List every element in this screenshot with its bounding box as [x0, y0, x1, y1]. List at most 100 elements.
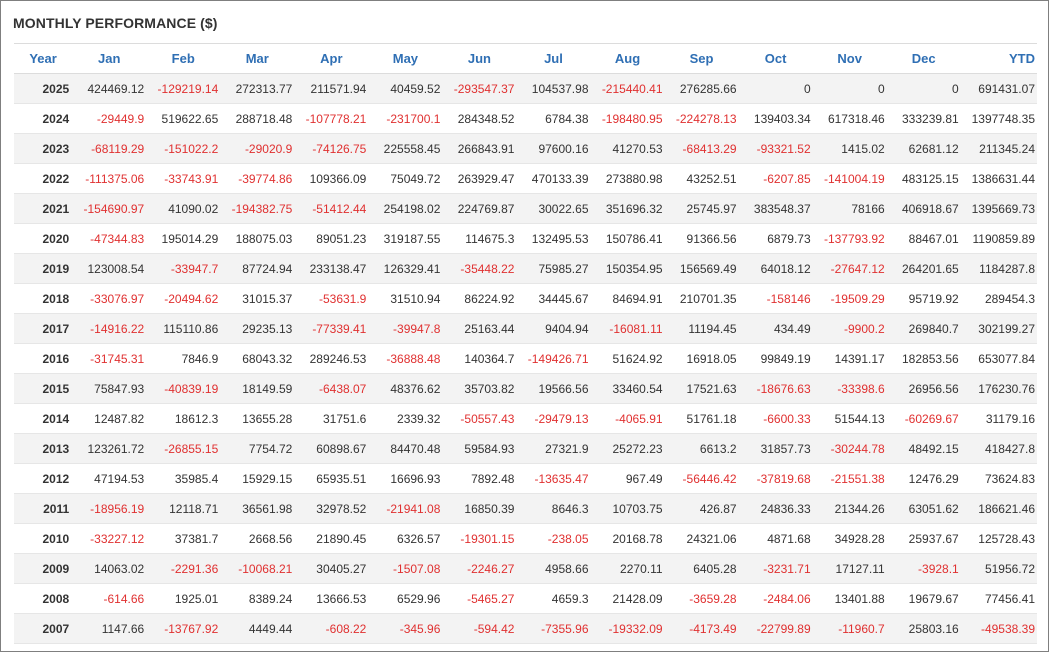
value-cell: -4173.49 [664, 613, 739, 644]
value-cell: -39774.86 [220, 163, 295, 194]
year-cell: 2008 [14, 583, 73, 614]
year-cell: 2019 [14, 253, 73, 284]
column-header-sep[interactable]: Sep [664, 43, 739, 74]
value-cell: 284348.52 [442, 103, 517, 134]
value-cell: -608.22 [294, 613, 369, 644]
value-cell: 266843.91 [442, 133, 517, 164]
value-cell: -19509.29 [812, 283, 887, 314]
value-cell: 1386631.44 [960, 163, 1037, 194]
value-cell: 426.87 [664, 493, 739, 524]
column-header-apr[interactable]: Apr [294, 43, 369, 74]
value-cell: 0 [738, 73, 813, 104]
value-cell: 139403.34 [738, 103, 813, 134]
table-row: 2016 -31745.31 7846.9 68043.32 289246.53 -368… [14, 343, 1037, 374]
value-cell: -35448.22 [442, 253, 517, 284]
value-cell: -3231.71 [738, 553, 813, 584]
value-cell: 31510.94 [368, 283, 443, 314]
value-cell: 48376.62 [368, 373, 443, 404]
year-cell: 2022 [14, 163, 73, 194]
value-cell: -345.96 [368, 613, 443, 644]
value-cell: -151022.2 [146, 133, 221, 164]
value-cell: -141004.19 [812, 163, 887, 194]
value-cell: 27321.9 [516, 433, 591, 464]
table-row: 2008 -614.66 1925.01 8389.24 13666.53 6529.96… [14, 583, 1037, 614]
value-cell: 12487.82 [72, 403, 147, 434]
table-row: 2014 12487.82 18612.3 13655.28 31751.6 2339.3… [14, 403, 1037, 434]
value-cell: -50557.43 [442, 403, 517, 434]
column-header-dec[interactable]: Dec [886, 43, 961, 74]
value-cell: 4958.66 [516, 553, 591, 584]
table-row: 2022 -111375.06 -33743.91 -39774.86 109366.0… [14, 163, 1037, 194]
column-header-jul[interactable]: Jul [516, 43, 591, 74]
value-cell: 32978.52 [294, 493, 369, 524]
value-cell: 88467.01 [886, 223, 961, 254]
column-header-may[interactable]: May [368, 43, 443, 74]
value-cell: -31745.31 [72, 343, 147, 374]
value-cell: 225558.45 [368, 133, 443, 164]
value-cell: -16081.11 [590, 313, 665, 344]
value-cell: -10068.21 [220, 553, 295, 584]
value-cell: -137793.92 [812, 223, 887, 254]
value-cell: -68119.29 [72, 133, 147, 164]
value-cell: 43252.51 [664, 163, 739, 194]
year-cell: 2011 [14, 493, 73, 524]
value-cell: 8646.3 [516, 493, 591, 524]
value-cell: -18676.63 [738, 373, 813, 404]
value-cell: 273880.98 [590, 163, 665, 194]
column-header-nov[interactable]: Nov [812, 43, 887, 74]
value-cell: -6438.07 [294, 373, 369, 404]
value-cell: -6600.33 [738, 403, 813, 434]
value-cell: 29235.13 [220, 313, 295, 344]
column-header-oct[interactable]: Oct [738, 43, 813, 74]
value-cell: 30405.27 [294, 553, 369, 584]
value-cell: 16696.93 [368, 463, 443, 494]
value-cell: 211345.24 [960, 133, 1037, 164]
value-cell: -74126.75 [294, 133, 369, 164]
column-header-mar[interactable]: Mar [220, 43, 295, 74]
value-cell: 289454.3 [960, 283, 1037, 314]
column-header-ytd[interactable]: YTD [960, 43, 1037, 74]
column-header-aug[interactable]: Aug [590, 43, 665, 74]
value-cell: 99849.19 [738, 343, 813, 374]
value-cell: 6405.28 [664, 553, 739, 584]
value-cell: 211571.94 [294, 73, 369, 104]
value-cell: -9900.2 [812, 313, 887, 344]
value-cell: 30022.65 [516, 193, 591, 224]
value-cell: 33460.54 [590, 373, 665, 404]
value-cell: 156569.49 [664, 253, 739, 284]
value-cell: 123008.54 [72, 253, 147, 284]
table-row: 2013 123261.72 -26855.15 7754.72 60898.67 844… [14, 433, 1037, 464]
value-cell: 65935.51 [294, 463, 369, 494]
year-cell: 2012 [14, 463, 73, 494]
value-cell: -3659.28 [664, 583, 739, 614]
value-cell: 19566.56 [516, 373, 591, 404]
column-header-jun[interactable]: Jun [442, 43, 517, 74]
value-cell: 25937.67 [886, 523, 961, 554]
value-cell: 41270.53 [590, 133, 665, 164]
value-cell: -22799.89 [738, 613, 813, 644]
column-header-feb[interactable]: Feb [146, 43, 221, 74]
value-cell: -36888.48 [368, 343, 443, 374]
value-cell: 2270.11 [590, 553, 665, 584]
value-cell: 4659.3 [516, 583, 591, 614]
value-cell: 1147.66 [72, 613, 147, 644]
value-cell: 19679.67 [886, 583, 961, 614]
value-cell: 34445.67 [516, 283, 591, 314]
value-cell: 6529.96 [368, 583, 443, 614]
value-cell: -33076.97 [72, 283, 147, 314]
value-cell: 34928.28 [812, 523, 887, 554]
value-cell: 35985.4 [146, 463, 221, 494]
value-cell: -13767.92 [146, 613, 221, 644]
value-cell: 16850.39 [442, 493, 517, 524]
table-row: 2023 -68119.29 -151022.2 -29020.9 -74126.75 2… [14, 133, 1037, 164]
value-cell: -154690.97 [72, 193, 147, 224]
value-cell: -29020.9 [220, 133, 295, 164]
column-header-jan[interactable]: Jan [72, 43, 147, 74]
year-cell: 2013 [14, 433, 73, 464]
value-cell: 4871.68 [738, 523, 813, 554]
value-cell: 115110.86 [146, 313, 221, 344]
value-cell: -1507.08 [368, 553, 443, 584]
value-cell: 75985.27 [516, 253, 591, 284]
value-cell: 87724.94 [220, 253, 295, 284]
column-header-year[interactable]: Year [14, 43, 73, 74]
